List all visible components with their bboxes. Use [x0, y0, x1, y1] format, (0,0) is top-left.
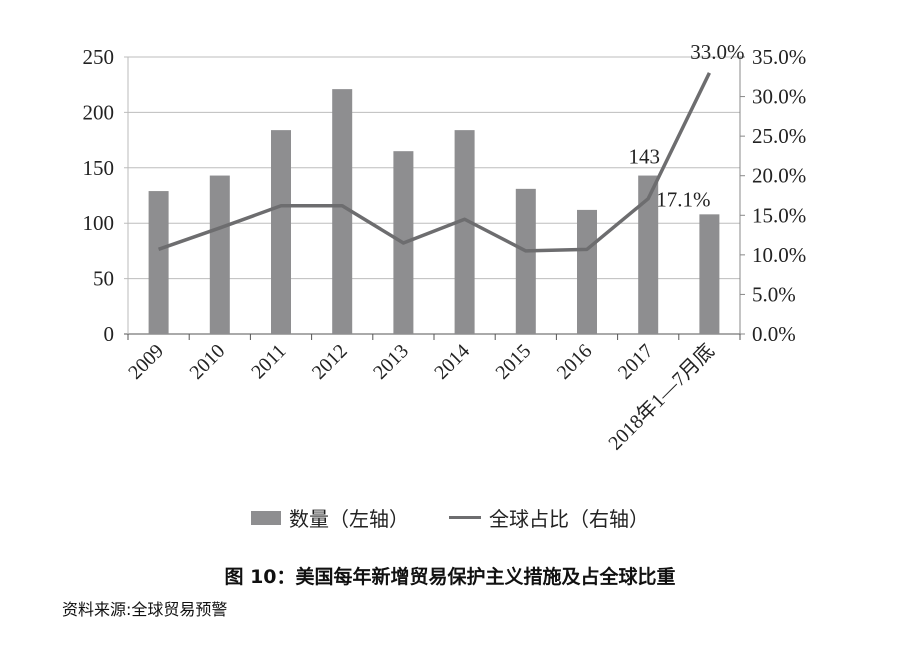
bar-2016	[577, 209, 597, 334]
left-tick-label: 200	[83, 100, 115, 124]
x-tick-label: 2011	[247, 340, 290, 383]
legend-label-line: 全球占比（右轴）	[489, 507, 649, 531]
right-tick-label: 5.0%	[752, 282, 796, 306]
right-tick-label: 30.0%	[752, 85, 806, 109]
legend-item-line: 全球占比（右轴）	[449, 503, 649, 532]
legend-swatch-line	[449, 516, 481, 519]
chart-svg: 0 50 100 150 200 250 0.0% 5.0% 10.0% 15.0% 20.0% 25…	[83, 40, 807, 455]
bar-2011	[271, 130, 291, 334]
source-note: 资料来源:全球贸易预警	[62, 600, 228, 619]
legend-swatch-bar	[251, 510, 281, 525]
right-tick-label: 15.0%	[752, 203, 806, 227]
bar-2009	[148, 191, 169, 334]
x-tick-label: 2010	[185, 340, 229, 384]
x-tick-label: 2009	[124, 340, 168, 384]
data-label: 17.1%	[656, 188, 710, 212]
left-tick-label: 50	[93, 267, 114, 291]
right-tick-label: 20.0%	[752, 164, 806, 188]
data-label: 33.0%	[690, 40, 744, 64]
x-tick-label: 2014	[430, 340, 474, 384]
bar-2015	[515, 188, 536, 334]
bar-2012	[332, 89, 353, 334]
right-tick-label: 25.0%	[752, 124, 806, 148]
figure-caption: 图 10：美国每年新增贸易保护主义措施及占全球比重	[224, 566, 676, 588]
legend: 数量（左轴） 全球占比（右轴）	[0, 503, 900, 532]
bar-2010	[209, 175, 230, 334]
data-label: 143	[628, 145, 660, 169]
bar-2018年1—7月底	[699, 214, 720, 334]
x-tick-label: 2018年1—7月底	[604, 339, 719, 454]
left-tick-label: 250	[83, 45, 115, 69]
x-tick-label: 2015	[491, 340, 535, 384]
bar-2014	[454, 130, 475, 334]
right-tick-label: 35.0%	[752, 45, 806, 69]
x-tick-label: 2017	[614, 340, 658, 384]
x-tick-label: 2016	[553, 340, 597, 384]
left-tick-label: 100	[83, 211, 115, 235]
left-tick-label: 0	[104, 322, 115, 346]
right-tick-label: 0.0%	[752, 322, 796, 346]
right-tick-label: 10.0%	[752, 243, 806, 267]
line-series	[158, 72, 711, 253]
bar-2017	[638, 175, 659, 334]
left-tick-label: 150	[83, 156, 115, 180]
legend-label-bar: 数量（左轴）	[289, 507, 409, 531]
legend-item-bar: 数量（左轴）	[251, 503, 409, 532]
x-tick-label: 2012	[308, 340, 352, 384]
x-tick-label: 2013	[369, 340, 413, 384]
